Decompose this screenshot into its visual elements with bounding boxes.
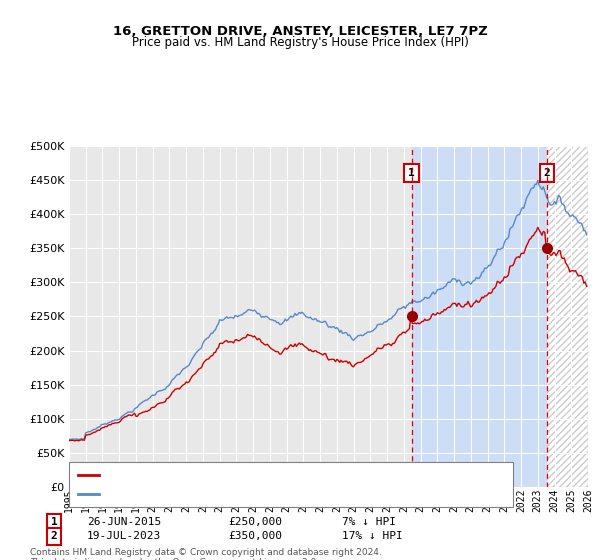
Text: Contains HM Land Registry data © Crown copyright and database right 2024.
This d: Contains HM Land Registry data © Crown c…	[30, 548, 382, 560]
Bar	[547, 146, 588, 487]
Text: £250,000: £250,000	[228, 517, 282, 527]
Text: 2: 2	[50, 531, 58, 542]
Text: 1: 1	[50, 517, 58, 527]
Text: 1: 1	[408, 168, 415, 178]
Text: Price paid vs. HM Land Registry's House Price Index (HPI): Price paid vs. HM Land Registry's House …	[131, 36, 469, 49]
Bar	[547, 146, 588, 487]
Text: 16, GRETTON DRIVE, ANSTEY, LEICESTER, LE7 7PZ: 16, GRETTON DRIVE, ANSTEY, LEICESTER, LE…	[113, 25, 487, 38]
Text: 7% ↓ HPI: 7% ↓ HPI	[342, 517, 396, 527]
Text: 26-JUN-2015: 26-JUN-2015	[87, 517, 161, 527]
Text: 2: 2	[544, 168, 550, 178]
Text: HPI: Average price, detached house, Charnwood: HPI: Average price, detached house, Char…	[111, 489, 363, 500]
Bar	[412, 146, 547, 487]
Text: £350,000: £350,000	[228, 531, 282, 542]
Text: 16, GRETTON DRIVE, ANSTEY, LEICESTER, LE7 7PZ (detached house): 16, GRETTON DRIVE, ANSTEY, LEICESTER, LE…	[111, 469, 469, 479]
Text: 19-JUL-2023: 19-JUL-2023	[87, 531, 161, 542]
Text: 17% ↓ HPI: 17% ↓ HPI	[342, 531, 403, 542]
